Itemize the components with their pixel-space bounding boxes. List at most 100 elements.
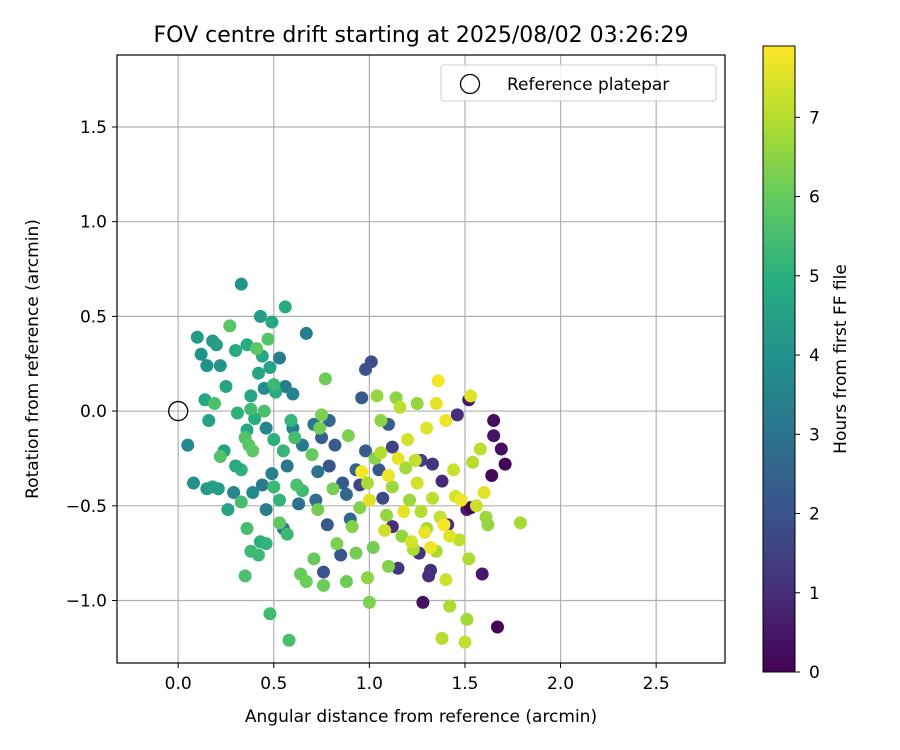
data-point bbox=[213, 359, 227, 373]
data-point bbox=[339, 575, 353, 589]
data-point bbox=[213, 450, 227, 464]
data-point bbox=[360, 476, 374, 490]
data-point bbox=[469, 499, 483, 513]
data-point bbox=[345, 520, 359, 534]
data-point bbox=[443, 529, 457, 543]
y-tick-label: −1.0 bbox=[66, 591, 107, 611]
legend-label-reference-platepar: Reference platepar bbox=[507, 75, 669, 95]
y-axis-title: Rotation from reference (arcmin) bbox=[23, 219, 43, 499]
colorbar-ticks: 0 1 2 3 4 5 6 7 bbox=[795, 108, 820, 683]
data-point bbox=[380, 508, 394, 522]
data-point bbox=[490, 620, 504, 634]
data-point bbox=[263, 607, 277, 621]
data-point bbox=[404, 535, 418, 549]
data-point bbox=[211, 482, 225, 496]
data-point bbox=[431, 374, 445, 388]
data-point bbox=[246, 486, 260, 500]
x-tick-label: 0.0 bbox=[165, 674, 192, 694]
data-point bbox=[339, 487, 353, 501]
data-point bbox=[209, 338, 223, 352]
data-point bbox=[458, 635, 472, 649]
data-point bbox=[397, 504, 411, 518]
data-point bbox=[316, 565, 330, 579]
data-point bbox=[399, 461, 413, 475]
y-tick-label: 0.5 bbox=[80, 307, 107, 327]
x-axis-title: Angular distance from reference (arcmin) bbox=[245, 707, 597, 727]
data-point bbox=[408, 453, 422, 467]
data-point bbox=[353, 501, 367, 515]
data-point bbox=[282, 633, 296, 647]
colorbar-tick-label: 7 bbox=[809, 108, 820, 128]
data-point bbox=[385, 480, 399, 494]
data-point bbox=[401, 432, 415, 446]
data-point bbox=[447, 463, 461, 477]
data-point bbox=[255, 478, 269, 492]
data-point bbox=[355, 465, 369, 479]
data-point bbox=[229, 459, 243, 473]
data-point bbox=[250, 342, 264, 356]
data-point bbox=[280, 459, 294, 473]
data-point bbox=[481, 518, 495, 532]
data-point bbox=[330, 537, 344, 551]
data-point bbox=[265, 467, 279, 481]
data-point bbox=[374, 446, 388, 460]
data-point bbox=[278, 300, 292, 314]
data-point bbox=[273, 351, 287, 365]
data-point bbox=[251, 366, 265, 380]
data-point bbox=[414, 504, 428, 518]
data-points bbox=[181, 277, 527, 649]
data-point bbox=[381, 468, 395, 482]
data-point bbox=[460, 612, 474, 626]
data-point bbox=[200, 359, 214, 373]
data-point bbox=[424, 540, 438, 554]
data-point bbox=[267, 378, 281, 392]
data-point bbox=[307, 552, 321, 566]
colorbar-tick-label: 3 bbox=[809, 425, 820, 445]
data-point bbox=[263, 361, 277, 375]
legend-box bbox=[440, 64, 717, 102]
data-point bbox=[425, 491, 439, 505]
data-point bbox=[292, 497, 306, 511]
data-point bbox=[186, 476, 200, 490]
data-point bbox=[391, 451, 405, 465]
data-point bbox=[265, 315, 279, 329]
colorbar-gradient bbox=[763, 46, 795, 672]
data-point bbox=[439, 414, 453, 428]
data-point bbox=[276, 444, 290, 458]
data-point bbox=[487, 429, 501, 443]
data-point bbox=[299, 575, 313, 589]
data-point bbox=[326, 482, 340, 496]
data-point bbox=[261, 332, 275, 346]
data-point bbox=[464, 389, 478, 403]
data-point bbox=[315, 408, 329, 422]
data-point bbox=[267, 480, 281, 494]
data-point bbox=[381, 559, 395, 573]
data-point bbox=[221, 503, 235, 517]
data-point bbox=[318, 372, 332, 386]
data-point bbox=[341, 429, 355, 443]
data-point bbox=[424, 563, 438, 577]
data-point bbox=[359, 444, 373, 458]
y-tick-label: 1.5 bbox=[80, 118, 107, 138]
colorbar-tick-label: 6 bbox=[809, 188, 820, 208]
x-tick-label: 2.5 bbox=[643, 674, 670, 694]
data-point bbox=[410, 476, 424, 490]
data-point bbox=[403, 493, 417, 507]
data-point bbox=[376, 491, 390, 505]
reference-platepar-marker bbox=[168, 400, 189, 422]
data-point bbox=[273, 493, 287, 507]
data-point bbox=[437, 518, 451, 532]
plot-frame bbox=[116, 54, 726, 664]
colorbar-frame bbox=[762, 45, 796, 673]
plot-background bbox=[117, 55, 725, 663]
x-tick-label: 0.5 bbox=[260, 674, 287, 694]
data-point bbox=[299, 326, 313, 340]
data-point bbox=[420, 421, 434, 435]
colorbar-tick-label: 0 bbox=[809, 663, 820, 683]
data-point bbox=[286, 387, 300, 401]
data-point bbox=[246, 444, 260, 458]
data-point bbox=[311, 465, 325, 479]
colorbar-tick-label: 1 bbox=[809, 584, 820, 604]
data-point bbox=[234, 495, 248, 509]
